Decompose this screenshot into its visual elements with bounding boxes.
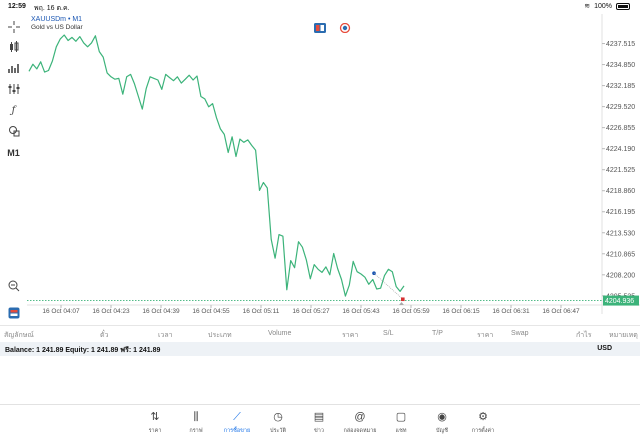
x-tick-label: 16 Oct 06:15: [442, 308, 480, 314]
x-tick-label: 16 Oct 04:23: [92, 308, 130, 314]
nav-mailbox[interactable]: @ กล่องจดหมาย: [340, 409, 380, 435]
settings-sliders-icon[interactable]: [5, 80, 22, 97]
y-tick-label: 4232.185: [606, 83, 635, 90]
x-tick-label: 16 Oct 04:39: [142, 308, 180, 314]
balance-currency: USD: [597, 345, 612, 352]
positions-column-header[interactable]: กำไร: [576, 332, 592, 339]
nav-history[interactable]: ◷ ประวัติ: [258, 409, 298, 435]
timeframe-button[interactable]: M1: [7, 147, 20, 158]
indicators-icon[interactable]: [5, 59, 22, 76]
positions-column-header[interactable]: Swap: [511, 330, 529, 337]
y-tick-label: 4229.520: [606, 104, 635, 111]
y-tick-label: 4221.525: [606, 167, 635, 174]
price-chart-svg: 4237.515 4234.850 4232.185 4229.520 4226.855…: [27, 14, 640, 314]
time-marker: [399, 302, 404, 305]
current-price-tag: [603, 295, 639, 306]
nav-label: ข่าว: [314, 428, 324, 434]
battery-icon: [616, 2, 630, 10]
status-bar: 12:59 พฤ. 16 ต.ค. ≋ 100%: [0, 0, 640, 14]
x-tick-label: 16 Oct 04:55: [192, 308, 230, 314]
quotes-icon: ⇅: [150, 411, 160, 423]
positions-header: สัญลักษณ์ ตั๋ว เวลา ประเภท Volume ราคา S/L T/P ร…: [0, 325, 640, 341]
y-tick-label: 4218.860: [606, 188, 635, 195]
status-date: พฤ. 16 ต.ค.: [34, 5, 70, 12]
market-status-icon[interactable]: [339, 20, 351, 34]
positions-column-header[interactable]: S/L: [383, 330, 394, 337]
x-tick-label: 16 Oct 06:31: [492, 308, 530, 314]
nav-label: ราคา: [148, 428, 162, 434]
trade-icon: ⟋: [233, 411, 241, 423]
price-chart[interactable]: 4237.515 4234.850 4232.185 4229.520 4226.855…: [27, 14, 640, 314]
y-tick-label: 4208.200: [606, 272, 635, 279]
price-series-line: [28, 34, 405, 297]
chat-icon: ▢: [395, 411, 407, 423]
y-tick-label: 4213.530: [606, 230, 635, 237]
objects-icon[interactable]: [5, 122, 22, 139]
nav-label: กล่องจดหมาย: [343, 428, 377, 434]
nav-settings[interactable]: ⚙ การตั้งค่า: [463, 409, 503, 435]
chart-icon: ⫼: [193, 411, 199, 423]
nav-quotes[interactable]: ⇅ ราคา: [135, 409, 175, 435]
nav-label: แชท: [395, 428, 407, 434]
crosshair-icon[interactable]: [5, 18, 22, 35]
positions-column-header[interactable]: หมายเหตุ: [609, 332, 638, 339]
y-tick-label: 4237.515: [606, 41, 635, 48]
nav-account[interactable]: ◉ บัญชี: [422, 409, 462, 435]
x-tick-label: 16 Oct 06:47: [542, 308, 580, 314]
x-tick-label: 16 Oct 05:59: [392, 308, 430, 314]
balance-bar: Balance: 1 241.89 Equity: 1 241.89 ฟรี: …: [0, 342, 640, 356]
account-icon: ◉: [437, 411, 447, 423]
trade-link-line: [373, 273, 404, 300]
zoom-icon[interactable]: [5, 277, 22, 294]
y-tick-label: 4224.190: [606, 146, 635, 153]
function-icon[interactable]: ƒ: [11, 105, 16, 116]
nav-chat[interactable]: ▢ แชท: [381, 409, 421, 435]
history-icon: ◷: [273, 411, 283, 423]
nav-label: การซื้อขาย: [223, 428, 251, 434]
x-tick-label: 16 Oct 05:27: [292, 308, 330, 314]
one-click-panel-icon[interactable]: [314, 20, 326, 33]
positions-column-header[interactable]: ประเภท: [208, 332, 232, 339]
y-tick-label: 4210.865: [606, 251, 635, 258]
one-click-trading-icon[interactable]: [5, 304, 22, 321]
chart-toolbar: ƒ M1: [0, 14, 27, 326]
mailbox-icon: @: [354, 411, 366, 423]
settings-icon: ⚙: [478, 411, 488, 423]
battery-percent: 100%: [594, 2, 612, 10]
sell-marker: [401, 297, 405, 302]
x-tick-label: 16 Oct 05:43: [342, 308, 380, 314]
wifi-icon: ≋: [584, 3, 591, 10]
chart-type-icon[interactable]: [5, 38, 22, 55]
x-tick-label: 16 Oct 05:11: [243, 308, 280, 314]
x-tick-label: 16 Oct 04:07: [42, 308, 80, 314]
positions-column-header[interactable]: ตั๋ว: [100, 332, 109, 339]
current-price-label: 4204.936: [605, 298, 634, 305]
nav-trade[interactable]: ⟋ การซื้อขาย: [217, 409, 257, 435]
nav-news[interactable]: ▤ ข่าว: [299, 409, 339, 435]
y-tick-label: 4234.850: [606, 62, 635, 69]
nav-label: การตั้งค่า: [471, 428, 495, 434]
chart-symbol: XAUUSDm • M1: [31, 16, 83, 23]
positions-column-header[interactable]: ราคา: [477, 332, 494, 339]
y-tick-label: 4226.855: [606, 125, 635, 132]
y-tick-label: 4216.195: [606, 209, 635, 216]
news-icon: ▤: [313, 411, 325, 423]
positions-column-header[interactable]: Volume: [268, 330, 292, 337]
balance-text: Balance: 1 241.89 Equity: 1 241.89 ฟรี: …: [5, 347, 161, 354]
positions-column-header[interactable]: ราคา: [342, 332, 359, 339]
nav-label: ประวัติ: [269, 428, 287, 434]
positions-column-header[interactable]: T/P: [432, 330, 443, 337]
positions-column-header[interactable]: เวลา: [158, 332, 173, 339]
nav-label: บัญชี: [436, 428, 448, 434]
bottom-nav: ⇅ ราคา ⫼ กราฟ ⟋ การซื้อขาย ◷ ประวัติ ▤ ข่าว @ กล่อง…: [0, 404, 640, 447]
status-time: 12:59: [8, 3, 26, 10]
chart-symbol-description: Gold vs US Dollar: [31, 24, 83, 31]
nav-label: กราฟ: [189, 428, 203, 434]
nav-chart[interactable]: ⫼ กราฟ: [176, 409, 216, 435]
positions-column-header[interactable]: สัญลักษณ์: [4, 332, 34, 339]
